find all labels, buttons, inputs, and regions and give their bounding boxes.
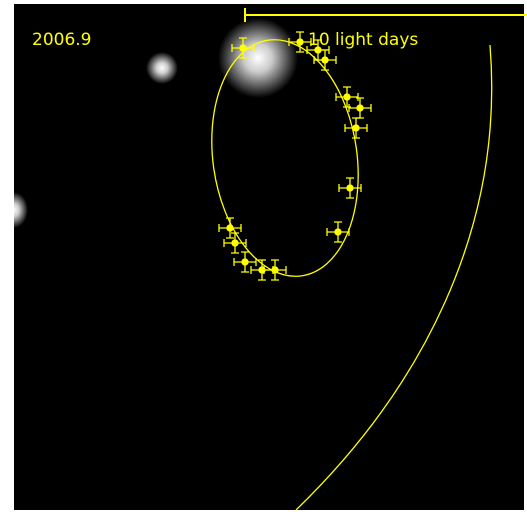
position-point bbox=[271, 266, 279, 274]
orbits bbox=[211, 8, 527, 511]
star-glow bbox=[146, 52, 178, 84]
observations bbox=[218, 31, 372, 281]
position-point bbox=[356, 104, 364, 112]
orbit-arc bbox=[295, 44, 493, 511]
position-point bbox=[231, 239, 239, 247]
scale-bar bbox=[244, 8, 527, 22]
position-point bbox=[352, 124, 360, 132]
star-glow bbox=[218, 18, 298, 98]
position-point bbox=[346, 184, 354, 192]
position-point bbox=[226, 224, 234, 232]
position-point bbox=[296, 38, 304, 46]
orbit-ellipse bbox=[211, 39, 359, 277]
position-point bbox=[241, 258, 249, 266]
epoch-label: 2006.9 bbox=[32, 30, 91, 50]
position-point bbox=[239, 44, 247, 52]
position-point bbox=[321, 56, 329, 64]
star-glow bbox=[0, 192, 28, 228]
scale-label: 10 light days bbox=[308, 30, 418, 50]
position-point bbox=[343, 93, 351, 101]
position-point bbox=[334, 228, 342, 236]
